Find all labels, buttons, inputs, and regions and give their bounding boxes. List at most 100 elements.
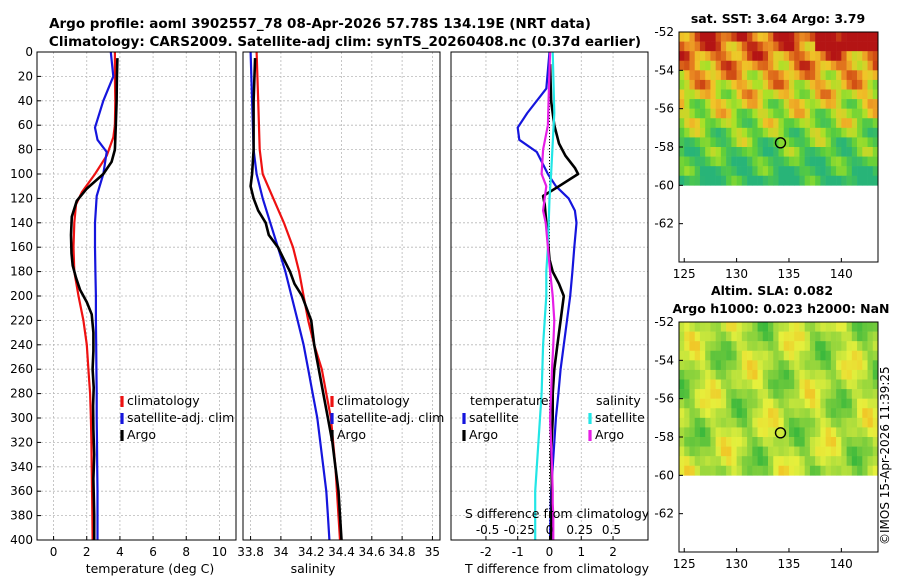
map-cell bbox=[788, 379, 795, 390]
map-field bbox=[679, 32, 879, 186]
map-cell bbox=[768, 147, 774, 157]
map-cell bbox=[768, 331, 774, 342]
map-cell bbox=[747, 350, 753, 361]
map-cell bbox=[851, 147, 858, 157]
map-cell bbox=[825, 51, 832, 62]
map-cell bbox=[872, 60, 879, 71]
map-cell bbox=[830, 379, 837, 390]
map-cell bbox=[731, 166, 737, 177]
map-cell bbox=[726, 456, 732, 467]
map-cell bbox=[809, 446, 816, 457]
map-cell bbox=[747, 99, 753, 109]
map-cell bbox=[846, 331, 853, 342]
map-cell bbox=[731, 369, 737, 380]
map-cell bbox=[778, 389, 785, 399]
map-cell bbox=[836, 51, 842, 62]
map-cell bbox=[820, 147, 826, 157]
map-cell bbox=[794, 465, 800, 476]
map-cell bbox=[699, 70, 706, 81]
map-cell bbox=[768, 350, 774, 361]
map-cell bbox=[689, 417, 696, 428]
map-cell bbox=[689, 147, 696, 157]
map-cell bbox=[825, 417, 832, 428]
map-cell bbox=[830, 398, 837, 409]
map-cell bbox=[731, 322, 737, 332]
map-cell bbox=[815, 70, 821, 81]
map-cell bbox=[799, 322, 805, 332]
map-cell bbox=[815, 175, 821, 186]
map-cell bbox=[684, 437, 690, 447]
map-cell bbox=[846, 137, 853, 148]
map-cell bbox=[841, 175, 847, 186]
map-cell bbox=[762, 427, 769, 438]
map-cell bbox=[820, 331, 826, 342]
map-cell bbox=[830, 369, 837, 380]
map-cell bbox=[788, 465, 795, 476]
map-cell bbox=[731, 147, 737, 157]
map-cell bbox=[799, 108, 805, 119]
series-line-temperature-satellite bbox=[516, 51, 578, 541]
map-cell bbox=[741, 446, 748, 457]
map-cell bbox=[809, 369, 816, 380]
map-cell bbox=[825, 379, 832, 390]
map-cell bbox=[720, 427, 727, 438]
map-cell bbox=[794, 108, 800, 119]
series-line-salinity-satellite bbox=[534, 51, 556, 540]
map-cell bbox=[720, 41, 727, 52]
y-tick-label: 60 bbox=[18, 118, 33, 132]
map-cell bbox=[809, 51, 816, 62]
map-cell bbox=[747, 408, 753, 419]
map-cell bbox=[846, 32, 853, 42]
legend-title-salinity: salinity bbox=[596, 393, 641, 408]
map-cell bbox=[747, 417, 753, 428]
map-cell bbox=[689, 79, 696, 90]
map-cell bbox=[762, 331, 769, 342]
map-cell bbox=[857, 41, 863, 52]
x-tick-label: -2 bbox=[480, 545, 492, 559]
map-cell bbox=[731, 408, 737, 419]
map-cell bbox=[731, 456, 737, 467]
map-cell bbox=[872, 147, 879, 157]
map-cell bbox=[857, 456, 863, 467]
map-cell bbox=[794, 70, 800, 81]
map-cell bbox=[689, 70, 696, 81]
map-cell bbox=[825, 331, 832, 342]
map-cell bbox=[846, 360, 853, 371]
map-cell bbox=[862, 417, 868, 428]
map-cell bbox=[694, 427, 701, 438]
map-cell bbox=[705, 166, 711, 177]
map-cell bbox=[705, 350, 711, 361]
map-cell bbox=[679, 437, 685, 447]
map-title: sat. SST: 3.64 Argo: 3.79 bbox=[691, 11, 865, 26]
map-cell bbox=[794, 341, 800, 352]
map-cell bbox=[862, 360, 868, 371]
map-cell bbox=[715, 147, 722, 157]
map-cell bbox=[699, 417, 706, 428]
y-tick-label: -52 bbox=[654, 315, 674, 329]
map-cell bbox=[820, 446, 826, 457]
map-cell bbox=[872, 79, 879, 90]
map-cell bbox=[757, 465, 764, 476]
x-axis-label: temperature (deg C) bbox=[86, 561, 215, 576]
map-cell bbox=[694, 70, 701, 81]
map-cell bbox=[694, 446, 701, 457]
legend-label: Argo bbox=[337, 427, 366, 442]
map-cell bbox=[768, 437, 774, 447]
map-cell bbox=[705, 427, 711, 438]
map-cell bbox=[867, 32, 874, 42]
map-cell bbox=[872, 465, 879, 476]
map-cell bbox=[736, 89, 743, 100]
map-cell bbox=[736, 417, 743, 428]
map-cell bbox=[705, 360, 711, 371]
x-tick-label: 34.2 bbox=[298, 545, 325, 559]
argo-position-marker bbox=[774, 137, 787, 149]
map-cell bbox=[851, 446, 858, 457]
map-cell bbox=[836, 417, 842, 428]
map-cell bbox=[773, 79, 779, 90]
map-cell bbox=[820, 79, 826, 90]
legend-label: satellite bbox=[469, 410, 519, 425]
map-cell bbox=[699, 41, 706, 52]
x2-tick-label: 0.25 bbox=[566, 523, 593, 537]
map-cell bbox=[689, 166, 696, 177]
map-cell bbox=[794, 446, 800, 457]
